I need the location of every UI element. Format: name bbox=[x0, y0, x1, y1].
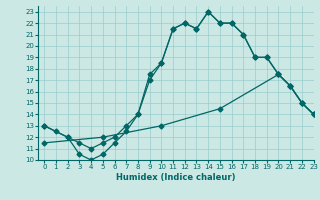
X-axis label: Humidex (Indice chaleur): Humidex (Indice chaleur) bbox=[116, 173, 236, 182]
